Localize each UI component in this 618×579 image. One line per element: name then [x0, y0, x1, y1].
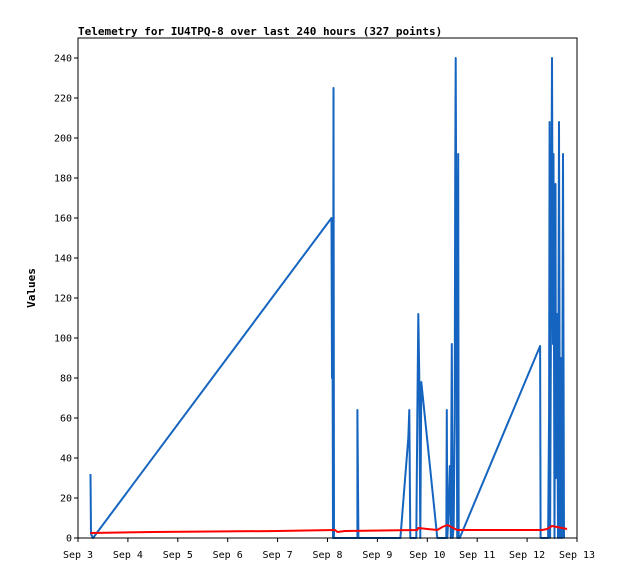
- series-layer: [78, 57, 577, 539]
- y-tick-label: 180: [54, 174, 72, 185]
- x-tick-label: Sep 6: [213, 550, 243, 561]
- y-tick-label: 200: [54, 134, 72, 145]
- x-tick-label: Sep 8: [312, 550, 342, 561]
- y-tick-label: 60: [60, 414, 72, 425]
- x-tick-label: Sep 10: [409, 550, 445, 561]
- x-tick-label: Sep 3: [63, 550, 93, 561]
- y-axis-ticks: 0 20 40 60 80 100 120 140 160 180 200 220 240: [54, 54, 78, 545]
- y-tick-label: 20: [60, 494, 72, 505]
- y-tick-label: 140: [54, 254, 72, 265]
- x-tick-label: Sep 5: [163, 550, 193, 561]
- y-axis-label: Values: [25, 268, 38, 308]
- x-tick-label: Sep 9: [362, 550, 392, 561]
- x-axis-ticks: Sep 3 Sep 4 Sep 5 Sep 6 Sep 7 Sep 8 Sep 9 Sep 1…: [63, 538, 595, 561]
- series-line-0: [89, 57, 565, 539]
- x-tick-label: Sep 4: [113, 550, 143, 561]
- x-tick-label: Sep 7: [263, 550, 293, 561]
- y-tick-label: 160: [54, 214, 72, 225]
- series-line-1: [90, 524, 568, 534]
- y-tick-label: 40: [60, 454, 72, 465]
- x-tick-label: Sep 13: [559, 550, 595, 561]
- y-tick-label: 220: [54, 94, 72, 105]
- x-tick-label: Sep 12: [509, 550, 545, 561]
- chart-title: Telemetry for IU4TPQ-8 over last 240 hou…: [78, 25, 442, 38]
- x-tick-label: Sep 11: [459, 550, 495, 561]
- y-tick-label: 240: [54, 54, 72, 65]
- plot-frame: [77, 37, 578, 539]
- y-tick-label: 120: [54, 294, 72, 305]
- y-tick-label: 100: [54, 334, 72, 345]
- y-tick-label: 0: [66, 534, 72, 545]
- y-tick-label: 80: [60, 374, 72, 385]
